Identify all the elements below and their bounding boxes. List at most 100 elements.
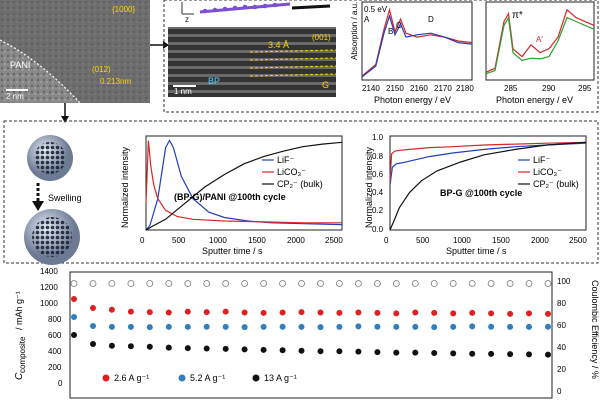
cyc-ytick-5: 1000: [40, 299, 58, 308]
cyc-series-1-point-11: [279, 323, 286, 330]
cyc-series-0-point-9: [241, 309, 248, 316]
cyc-y2tick-5: 100: [557, 277, 571, 286]
cyc-series-0-point-23: [507, 310, 514, 317]
xas-p-xtick-1: 2150: [386, 84, 404, 93]
cyc-series-1-point-25: [545, 323, 551, 330]
cyc-series-0-point-25: [545, 310, 551, 317]
cyc-series-1-point-12: [298, 323, 305, 330]
tof-right-legend-0: LiF⁻: [533, 155, 551, 165]
cyc-series-2-point-1: [90, 341, 96, 347]
tof-right-plot: [389, 141, 587, 231]
cyc-y2tick-4: 80: [557, 299, 566, 308]
tof-left-legend-2: CP₂⁻ (bulk): [277, 179, 323, 189]
tof-right-ytick-0: 0.0: [372, 225, 384, 234]
cyc-ce-point-9: [241, 280, 249, 287]
cyc-series-1-point-8: [222, 323, 229, 330]
xas-p-annot-d: D: [428, 15, 434, 24]
cyc-ytick-0: 0: [58, 379, 63, 388]
cyc-ce-point-20: [449, 280, 457, 287]
pani-label: PANI: [10, 60, 30, 70]
xas-p-plot: [361, 7, 473, 78]
cyc-ytick-3: 600: [48, 331, 62, 340]
cyc-series-1-point-6: [184, 323, 191, 330]
cyc-y2tick-2: 40: [557, 343, 566, 352]
cyc-series-1-point-7: [203, 323, 210, 330]
cyc-ylabel-c: C: [14, 372, 25, 380]
cyc-series-1-point-15: [355, 323, 362, 330]
tem-left-label-1000: {1000}: [112, 5, 135, 14]
cyc-ylabel-right: Coulombic Efficiency / %: [590, 280, 600, 379]
cyc-ce-point-25: [544, 280, 552, 287]
cyc-series-0-point-12: [298, 309, 305, 316]
cyc-ce-point-5: [165, 280, 173, 287]
cyc-ce-point-3: [127, 280, 135, 287]
tof-right-legend-2: CP₂⁻ (bulk): [533, 179, 579, 189]
xas-p-annot-0: 0.5 eV: [364, 5, 388, 14]
cyc-ytick-1: 200: [48, 363, 62, 372]
xas-p-series-1: [361, 13, 473, 78]
cyc-series-2-point-0: [71, 332, 77, 338]
cyc-ylabel-unit: / mAh g⁻¹: [14, 291, 24, 330]
cyc-series-2-point-24: [526, 351, 532, 358]
cyc-series-1-point-17: [393, 323, 400, 330]
cyc-ce-point-2: [108, 280, 116, 287]
tof-right-series-1: [389, 141, 587, 181]
xas-c-xlabel: Photon energy / eV: [496, 95, 573, 105]
tof-right-xtick-3: 1500: [492, 236, 510, 245]
cyc-series-1-point-21: [469, 323, 476, 330]
tof-left-xtick-4: 2000: [287, 236, 305, 245]
tof-left-legend-0: LiF⁻: [277, 155, 295, 165]
cyc-series-2-point-8: [222, 345, 229, 352]
cyc-ce-point-12: [298, 280, 305, 287]
tof-left-ylabel: Normalized intensity: [120, 146, 130, 228]
xas-p-annot-c: C: [396, 21, 402, 30]
xas-p-xlabel: Photon energy / eV: [374, 95, 451, 105]
cyc-series-2-point-2: [108, 342, 115, 349]
tof-chart-right: Normalized intensity 1.0 0.8 0.6 0.4 0.2…: [364, 133, 587, 256]
tem-mid-label-g: G: [322, 80, 329, 90]
cyc-y2tick-0: 0: [557, 387, 562, 396]
cyc-series-1-point-9: [241, 324, 248, 331]
tof-left-series-2: [145, 141, 343, 231]
cyc-ce-point-0: [70, 280, 78, 287]
cyc-series-2-point-14: [336, 348, 343, 355]
cyc-ylabel-sub: composite: [18, 336, 27, 373]
xas-c-xtick-0: 285: [504, 84, 518, 93]
cycling-chart: 1400 1200 1000 800 600 400 200 0 C compo…: [14, 267, 600, 399]
cyc-ce-point-6: [184, 280, 192, 287]
cyc-series-1-point-14: [336, 323, 343, 330]
cyc-series-0-point-5: [165, 309, 172, 316]
xas-p-series-0: [361, 7, 473, 77]
cyc-ce-point-11: [279, 280, 287, 287]
cyc-series-0-point-4: [146, 309, 153, 316]
xas-c-chart: π* A' 285 290 295 Photon energy / eV: [485, 1, 595, 105]
xas-p-xtick-2: 2160: [410, 84, 428, 93]
cyc-series-0-point-8: [222, 308, 229, 315]
xas-c-series-1: [485, 15, 595, 75]
tof-right-ytick-4: 0.8: [372, 152, 384, 161]
cyc-series-2-point-18: [412, 349, 419, 356]
cyc-series-0-point-3: [127, 308, 134, 315]
cyc-series-1-point-0: [71, 314, 77, 320]
cyc-series-2-point-6: [184, 345, 191, 352]
cyc-series-1-point-2: [108, 323, 115, 330]
tof-left-xtick-3: 1500: [248, 236, 266, 245]
xas-c-series-0: [485, 8, 595, 73]
cyc-series-2-point-5: [165, 344, 172, 351]
tem-mid-label-001: (001): [312, 33, 331, 42]
cyc-series-1-point-16: [374, 323, 381, 330]
cyc-series-2-point-21: [469, 350, 476, 357]
top-dashed-frame: [163, 0, 599, 113]
cyc-series-2-point-7: [203, 345, 210, 352]
tof-left-legend: LiF⁻ LiCO₃⁻ CP₂⁻ (bulk): [262, 155, 323, 189]
cyc-series-2-point-9: [241, 346, 248, 353]
cyc-series-2-point-10: [260, 346, 267, 353]
tof-left-series-1: [145, 140, 342, 224]
cyc-series-0-point-14: [336, 309, 343, 316]
tem-image-mid: z 3.4 Å (001) G BP 1 nm: [168, 2, 337, 97]
cyc-ce-point-7: [203, 280, 211, 287]
cyc-series-0-point-6: [184, 308, 191, 315]
xas-p-xtick-3: 2170: [434, 84, 452, 93]
cyc-series-2-point-4: [146, 343, 153, 350]
